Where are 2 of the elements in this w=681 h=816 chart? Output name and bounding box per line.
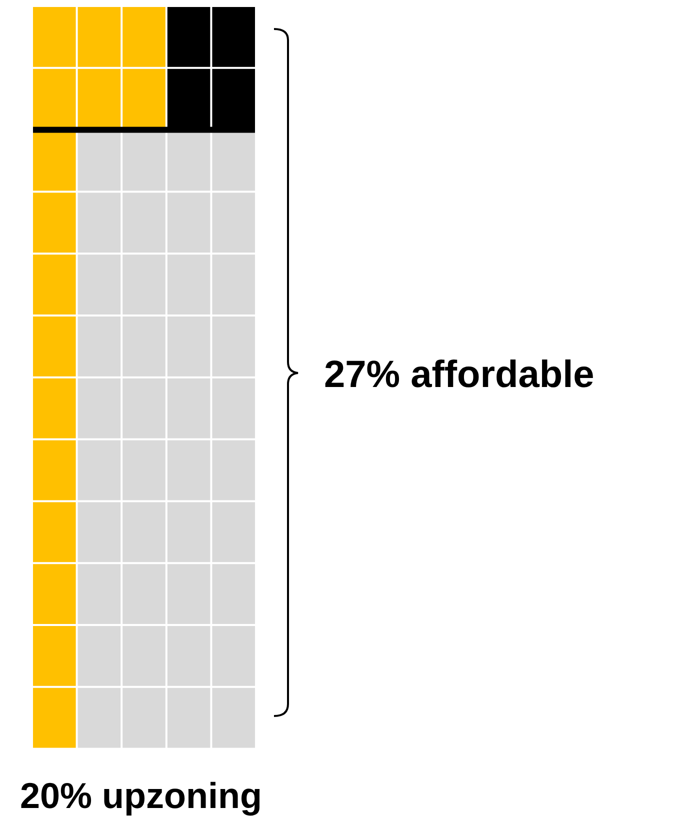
data-label: 20% upzoning	[20, 775, 262, 816]
data-label: 27% affordable	[324, 354, 594, 396]
